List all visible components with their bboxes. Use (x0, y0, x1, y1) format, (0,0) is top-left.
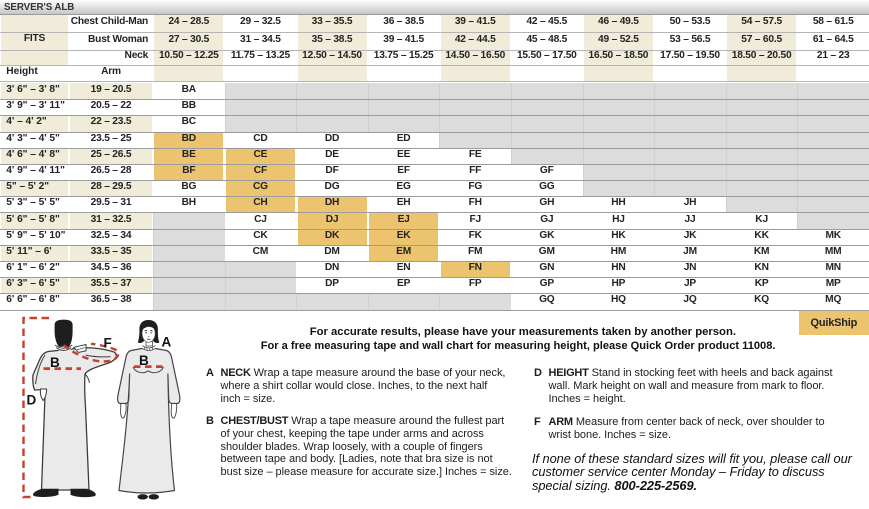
svg-text:B: B (50, 355, 60, 370)
svg-text:D: D (27, 393, 37, 408)
svg-text:B: B (139, 353, 149, 368)
svg-text:A: A (162, 335, 172, 350)
svg-text:F: F (104, 336, 112, 351)
